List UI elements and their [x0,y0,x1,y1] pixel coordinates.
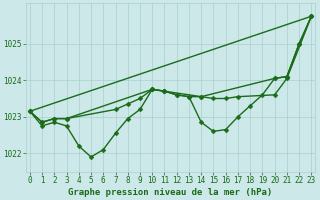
X-axis label: Graphe pression niveau de la mer (hPa): Graphe pression niveau de la mer (hPa) [68,188,273,197]
